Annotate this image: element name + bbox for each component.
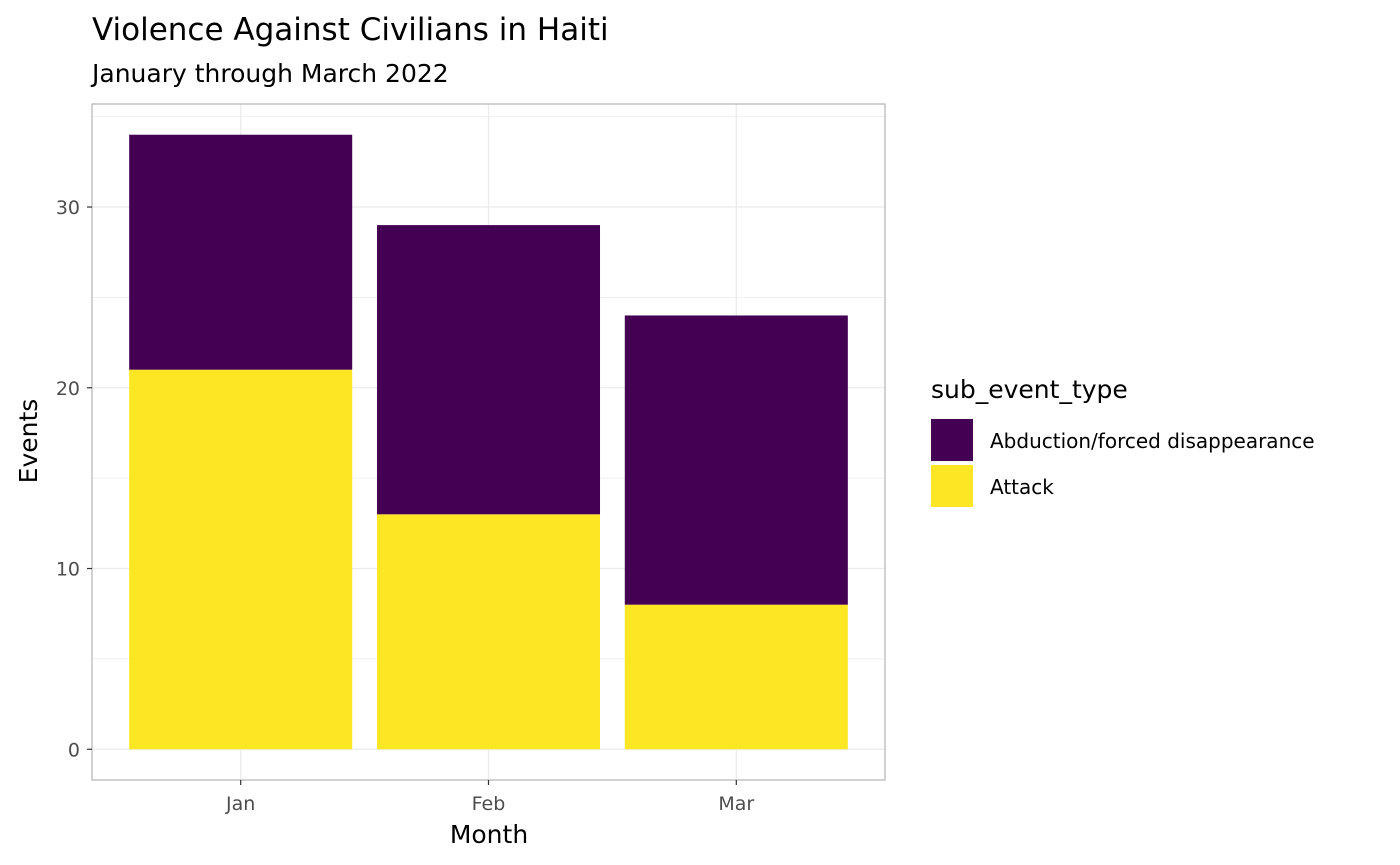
x-axis-title: Month [450, 820, 528, 849]
y-tick-label: 10 [56, 559, 80, 581]
chart-title: Violence Against Civilians in Haiti [92, 12, 609, 48]
legend-title: sub_event_type [931, 375, 1128, 404]
legend-label: Attack [990, 475, 1054, 499]
legend-key [931, 419, 973, 461]
x-tick-label: Feb [472, 793, 506, 815]
x-tick-label: Jan [225, 793, 255, 815]
bar-segment [129, 369, 353, 750]
axes: 0 10 20 30 Jan Feb Mar [56, 197, 755, 815]
y-axis-title: Events [14, 399, 43, 484]
legend-label: Abduction/forced disappearance [990, 429, 1315, 453]
legend-key [931, 465, 973, 507]
bars [129, 134, 848, 750]
x-tick-label: Mar [718, 793, 754, 815]
y-tick-label: 30 [56, 197, 80, 219]
chart-subtitle: January through March 2022 [90, 59, 449, 88]
bar-segment [624, 604, 848, 750]
bar-segment [376, 514, 601, 750]
bar-segment [624, 315, 848, 605]
legend: sub_event_type Abduction/forced disappea… [931, 375, 1315, 507]
y-tick-label: 20 [56, 378, 80, 400]
y-tick-label: 0 [68, 739, 80, 761]
bar-segment [129, 134, 353, 370]
legend-entries: Abduction/forced disappearance Attack [931, 419, 1315, 507]
bar-segment [376, 225, 601, 515]
